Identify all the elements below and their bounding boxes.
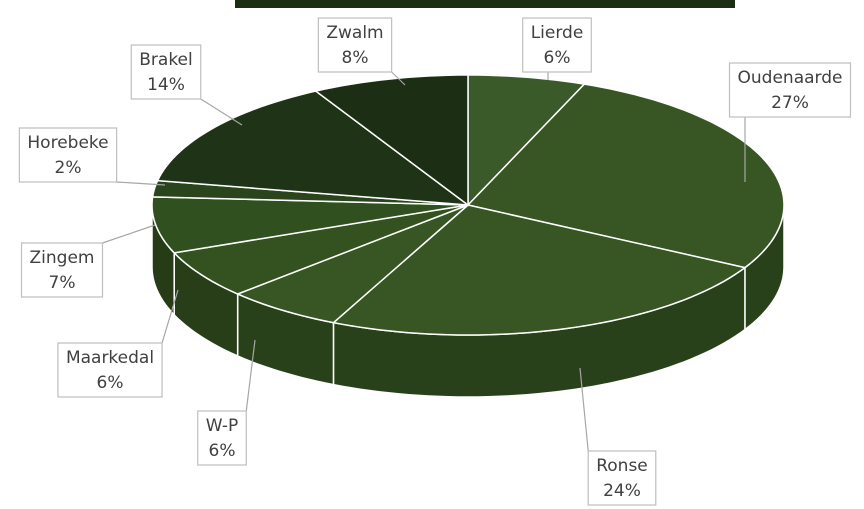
label-box [587,450,657,506]
data-label: Oudenaarde 27% [728,62,852,182]
label-value: 14% [147,75,185,95]
label-name: Lierde [531,23,584,43]
label-name: W-P [206,416,239,436]
slice [172,204,469,295]
label-name: Zingem [30,248,95,268]
label-box [197,410,247,466]
label-box [18,127,118,183]
slice [235,204,469,324]
label-value: 24% [603,481,641,501]
label-name: Oudenaarde [738,68,843,88]
data-label: Ronse 24% [579,367,657,506]
data-label: Maarkedal 6% [57,289,179,398]
data-label: W-P 6% [197,339,256,466]
leader-line [579,367,589,452]
label-box [522,17,592,73]
label-value: 8% [342,48,369,68]
label-value: 2% [55,158,82,178]
data-label: Lierde 6% [522,17,592,80]
label-name: Horebeke [27,133,108,153]
label-box [20,242,104,298]
slice [331,204,747,336]
data-label: Zingem 7% [20,224,156,298]
label-value: 27% [771,93,809,113]
label-box [317,17,393,73]
slice [467,74,586,207]
label-value: 7% [49,273,76,293]
leader-line [161,289,179,344]
label-value: 6% [209,441,236,461]
leader-line [245,339,256,412]
label-box [728,62,852,118]
data-label: Horebeke 2% [18,127,166,186]
label-box [57,342,163,398]
slice [151,196,469,254]
label-value: 6% [97,373,124,393]
leader-line [391,71,406,86]
label-name: Maarkedal [66,348,154,368]
label-name: Zwalm [326,23,383,43]
label-name: Brakel [139,50,193,70]
data-label: Zwalm 8% [317,17,406,86]
data-label: Brakel 14% [130,44,243,126]
leader-line [200,98,243,126]
slice [466,83,785,269]
label-box [130,44,202,100]
label-value: 6% [544,48,571,68]
leader-line [116,181,166,186]
slice [156,90,471,206]
leader-line [102,224,156,244]
header-bar [235,0,735,8]
label-name: Ronse [596,456,648,476]
slice [314,74,469,207]
